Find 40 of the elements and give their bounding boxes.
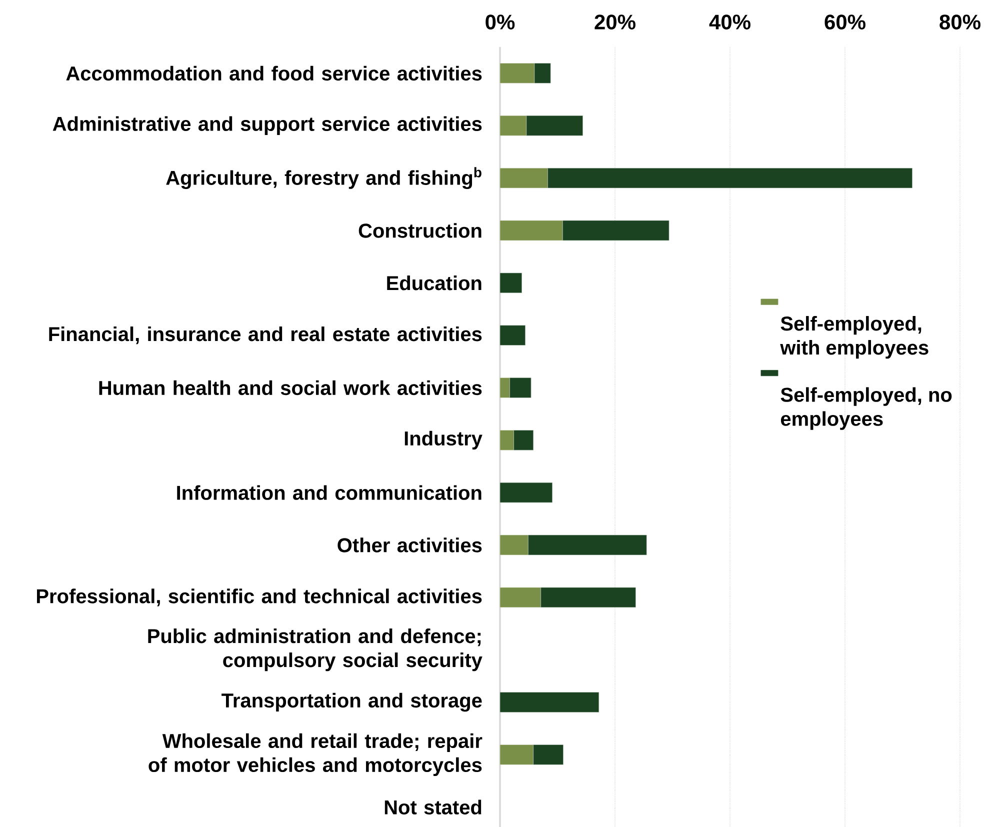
bar bbox=[500, 63, 535, 84]
bar bbox=[526, 116, 583, 136]
y-tick-label: Wholesale and retail trade; repair of motor vehicles and motorcycles bbox=[148, 733, 482, 776]
legend-label: Self-employed, with employees bbox=[780, 316, 928, 359]
x-tick-label: 60% bbox=[824, 14, 866, 30]
y-tick-label: Construction bbox=[358, 223, 482, 238]
bar bbox=[500, 220, 563, 241]
x-tick-label: 20% bbox=[594, 14, 636, 30]
y-tick-label: Information and communication bbox=[177, 485, 482, 500]
bar bbox=[533, 744, 564, 765]
y-tick-label: Other activities bbox=[338, 538, 482, 552]
bar bbox=[500, 482, 552, 503]
y-tick-label: Education bbox=[387, 276, 482, 290]
y-tick-label: Agriculture, forestry and fishing$^{b}$ bbox=[166, 167, 482, 189]
bar bbox=[562, 220, 670, 241]
bar bbox=[510, 378, 532, 398]
y-tick-label: Professional, scientific and technical activities bbox=[36, 588, 482, 606]
y-tick-label: Transportation and storage bbox=[222, 692, 482, 712]
y-tick-label: Accommodation and food service activities bbox=[66, 66, 482, 81]
x-tick-label: 80% bbox=[940, 14, 980, 30]
bar bbox=[500, 378, 510, 398]
y-tick-label: Financial, insurance and real estate activities bbox=[49, 326, 482, 344]
bar bbox=[534, 63, 551, 84]
bar bbox=[548, 168, 912, 188]
bar bbox=[514, 430, 534, 450]
y-tick-label: Not stated bbox=[384, 800, 482, 814]
bar bbox=[500, 587, 541, 608]
bar bbox=[540, 587, 636, 608]
y-tick-label: Public administration and defence; compulsory social security bbox=[148, 628, 482, 672]
bar bbox=[500, 744, 534, 765]
x-tick-label: 40% bbox=[709, 14, 750, 30]
legend-label: Self-employed, no employees bbox=[780, 387, 952, 430]
bar bbox=[500, 430, 514, 450]
bar bbox=[500, 325, 526, 346]
y-tick-label: Administrative and support service activities bbox=[52, 116, 482, 135]
x-tick-label: 0% bbox=[486, 14, 515, 30]
y-tick-label: Human health and social work activities bbox=[99, 380, 482, 396]
bar bbox=[500, 116, 527, 136]
y-tick-label: Industry bbox=[404, 430, 482, 450]
bar bbox=[528, 534, 647, 556]
